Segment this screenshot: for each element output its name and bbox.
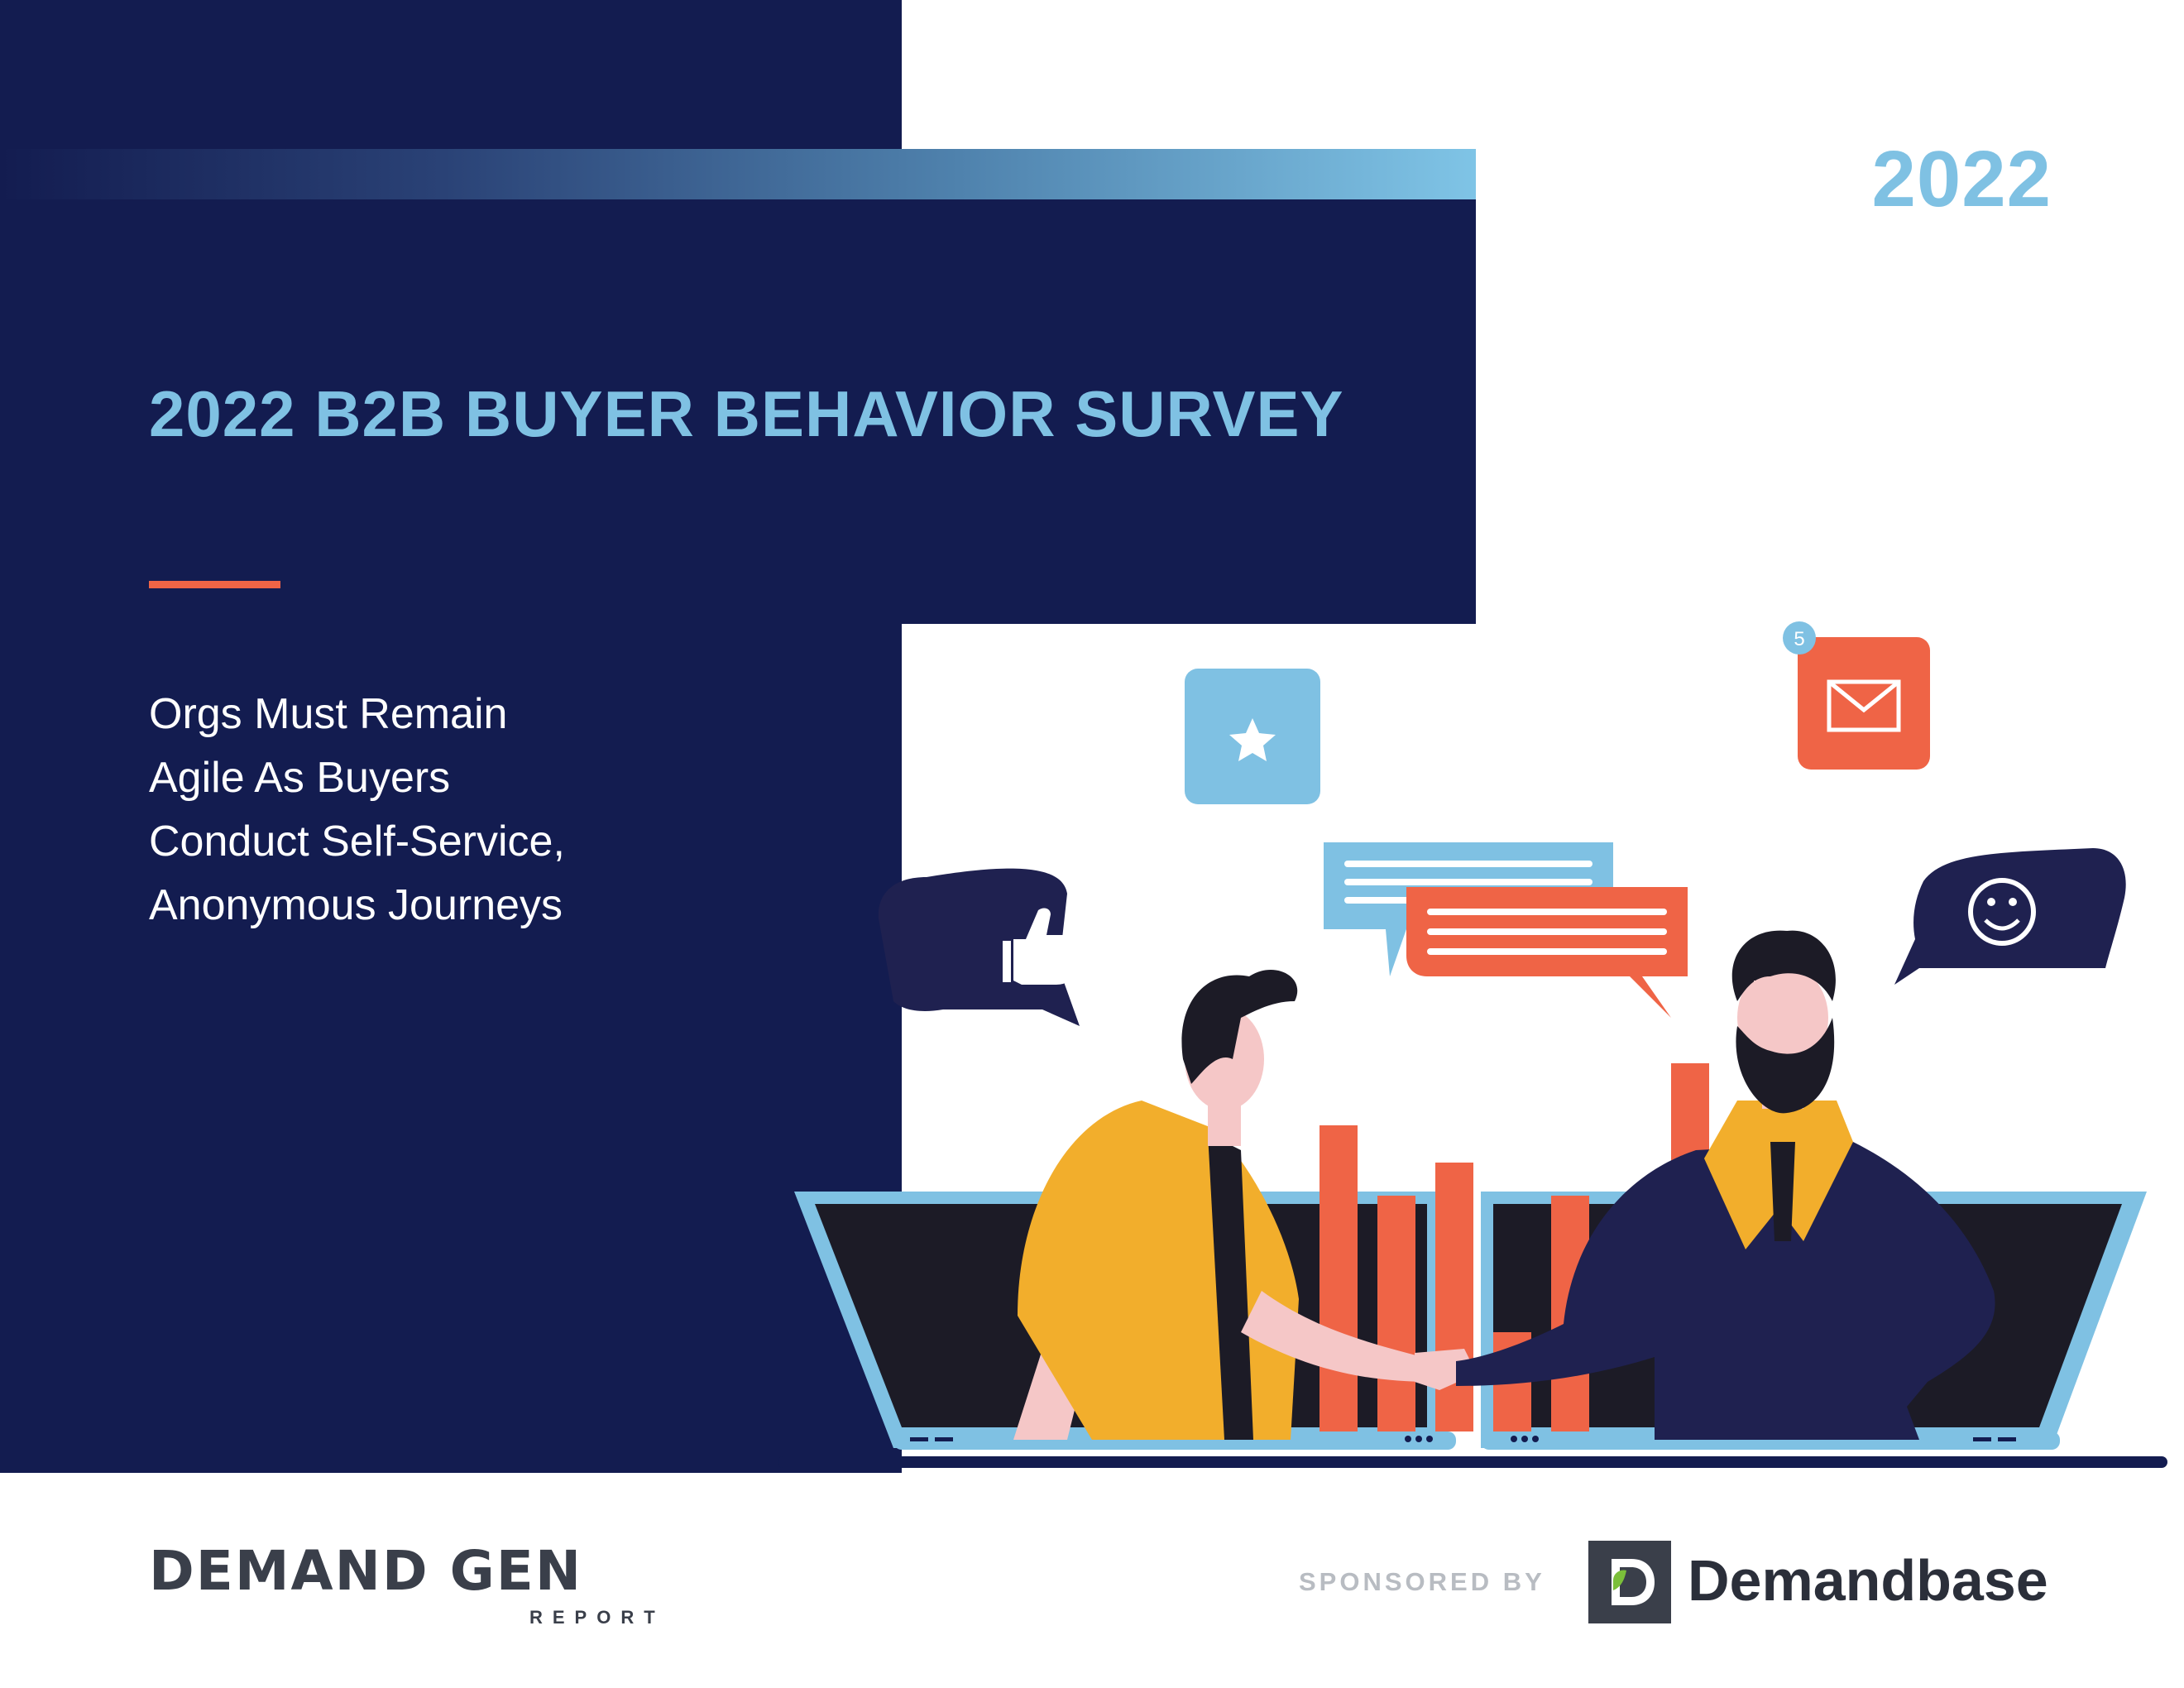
chat-bubble-orange: [1406, 887, 1688, 1018]
smiley-bubble: [1894, 848, 2126, 985]
smiley-icon: [1968, 878, 2036, 946]
logo-subtitle: REPORT: [529, 1607, 665, 1628]
cover-title: 2022 B2B BUYER BEHAVIOR SURVEY: [149, 377, 1344, 450]
subtitle-line: Agile As Buyers: [149, 754, 451, 802]
thumbs-up-icon: [1003, 908, 1079, 985]
cover-year: 2022: [1871, 135, 2052, 223]
person-left: [1013, 969, 1477, 1440]
demandbase-logo-icon: [1588, 1541, 1671, 1623]
star-tile: [1185, 669, 1320, 804]
person-right: [1456, 930, 1995, 1440]
demand-gen-logo: DEMAND GEN REPORT: [149, 1539, 678, 1630]
subtitle-line: Anonymous Journeys: [149, 881, 563, 929]
title-divider: [149, 581, 280, 588]
logo-wordmark: DEMAND GEN: [149, 1539, 583, 1603]
notification-badge: 5: [1783, 621, 1816, 655]
subtitle-line: Conduct Self-Service,: [149, 818, 565, 866]
cover-panel-right: [902, 149, 1476, 624]
sponsor-name: Demandbase: [1688, 1548, 2048, 1613]
mail-icon: [1827, 679, 1901, 732]
thumbs-up-bubble: [878, 868, 1080, 1026]
sponsored-label: SPONSORED BY: [1299, 1567, 1545, 1596]
cover-subtitle: Orgs Must Remain Agile As Buyers Conduct…: [149, 683, 811, 938]
mail-tile: [1798, 637, 1930, 770]
handshake-illustration: 5: [778, 621, 2167, 1468]
desk-line: [778, 1456, 2167, 1468]
notification-count: 5: [1794, 628, 1804, 650]
star-icon: [1229, 718, 1276, 761]
gradient-bar: [0, 149, 1476, 199]
cover-panel-left: [0, 0, 902, 1473]
subtitle-line: Orgs Must Remain: [149, 690, 508, 738]
